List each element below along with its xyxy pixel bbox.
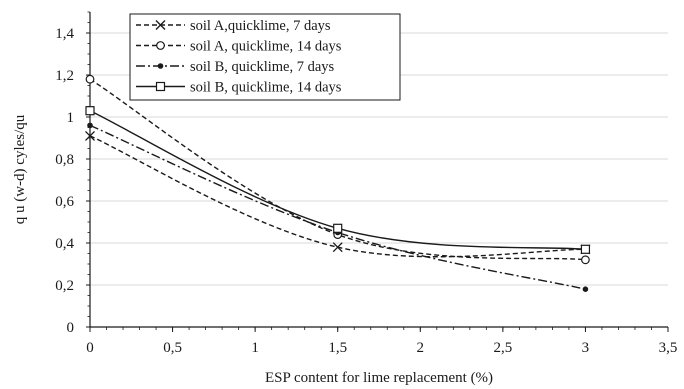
legend-marker-soil-a-14d	[156, 41, 165, 50]
y-tick-label: 1,4	[55, 26, 74, 42]
x-tick-label: 1	[251, 340, 259, 356]
series-soil-b-7d	[87, 122, 589, 293]
legend: soil A,quicklime, 7 days soil A, quicklim…	[129, 13, 401, 101]
y-tick-label: 1,2	[55, 68, 74, 84]
marker-stroke	[332, 242, 343, 253]
x-tick-label: 0,5	[163, 340, 182, 356]
axes	[86, 11, 669, 332]
marker-stroke	[155, 20, 166, 30]
series-soil-a-14d	[85, 74, 590, 265]
x-axis-title: ESP content for lime replacement (%)	[265, 370, 493, 386]
y-axis-title: q u (w-d) cyles/qu	[12, 114, 28, 224]
x-tick-label: 1,5	[328, 340, 347, 356]
x-tick-label: 3	[582, 340, 590, 356]
y-tick-label: 0,4	[55, 236, 74, 252]
x-tick-label: 2	[417, 340, 425, 356]
series-lines	[85, 74, 591, 293]
x-tick-label: 3,5	[659, 340, 678, 356]
legend-box	[129, 13, 401, 101]
data-point-soil-b-7d	[582, 286, 589, 293]
data-point-soil-b-7d	[87, 122, 93, 129]
marker-stroke	[85, 130, 95, 141]
legend-label-soil-a-14d: soil A, quicklime, 14 days	[190, 39, 342, 55]
legend-label-soil-b-14d: soil B, quicklime, 14 days	[190, 80, 342, 96]
y-tick-label: 1	[67, 110, 75, 126]
data-point-soil-a-7d	[85, 130, 95, 141]
data-point-soil-a-7d	[332, 242, 343, 253]
y-tick-label: 0,6	[55, 194, 74, 210]
data-point-soil-b-14d	[580, 244, 591, 254]
x-tick-label: 0	[86, 340, 94, 356]
x-tick-label: 2,5	[493, 340, 512, 356]
series-soil-b-14d	[85, 106, 591, 254]
legend-marker-soil-b-7d	[157, 63, 164, 69]
legend-marker-soil-a-7d	[155, 20, 166, 30]
legend-label-soil-a-7d: soil A,quicklime, 7 days	[190, 18, 331, 34]
legend-label-soil-b-7d: soil B, quicklime, 7 days	[190, 59, 335, 75]
series-line-soil-b-7d	[89, 124, 586, 290]
y-tick-label: 0,8	[55, 152, 74, 168]
tick-labels: 0 0,2 0,4 0,6 0,8 1 1,2 1,4 0 0,5 1 1,5 2 2,5 3 3,5	[55, 26, 677, 356]
y-tick-label: 0,2	[55, 278, 74, 294]
data-point-soil-b-14d	[85, 106, 95, 116]
legend-marker-soil-b-14d	[155, 81, 166, 92]
data-point-soil-b-14d	[333, 223, 343, 233]
data-point-soil-a-14d	[581, 255, 590, 265]
y-tick-label: 0	[67, 320, 75, 336]
data-point-soil-a-14d	[85, 74, 95, 84]
